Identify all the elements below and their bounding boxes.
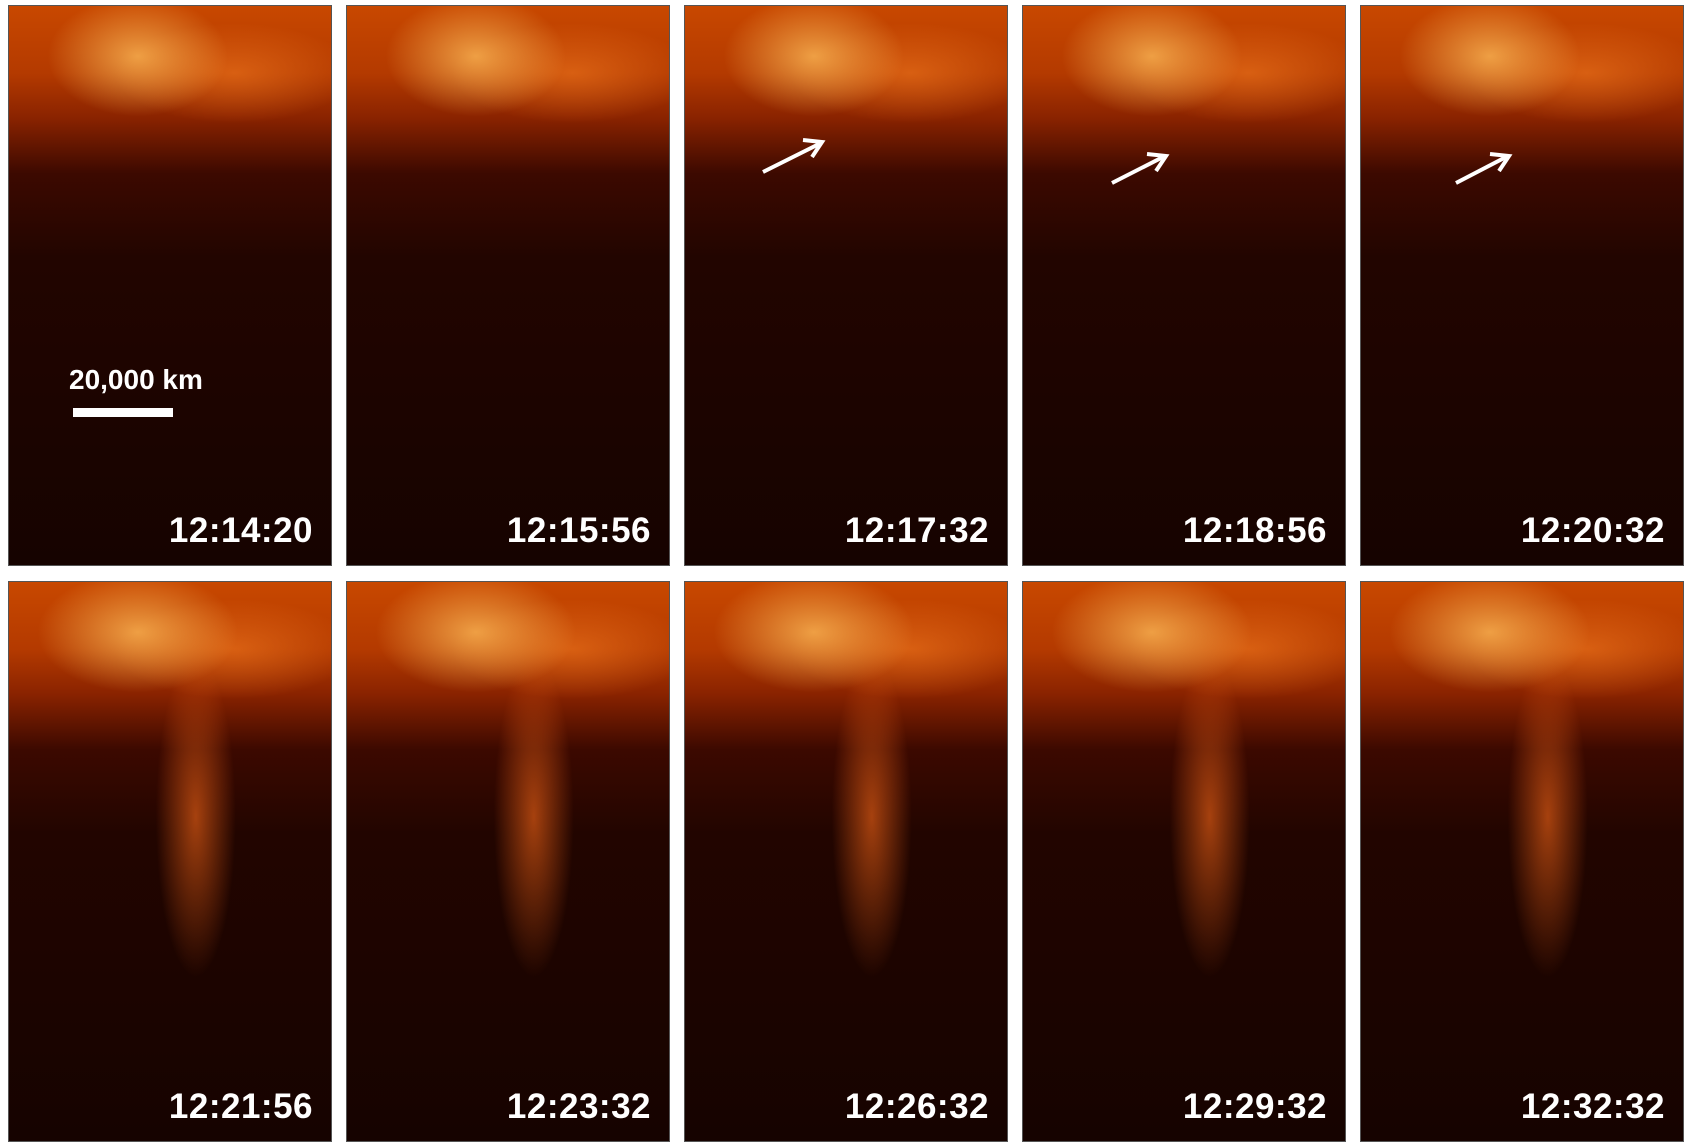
image-panel: 12:26:32	[684, 581, 1008, 1142]
figure: 20,000 km 12:14:20 12:15:56 12:17:32 12:…	[0, 0, 1684, 1142]
timestamp: 12:23:32	[507, 1087, 651, 1127]
image-panel: 12:29:32	[1022, 581, 1346, 1142]
timestamp: 12:15:56	[507, 511, 651, 551]
timestamp: 12:32:32	[1521, 1087, 1665, 1127]
image-panel: 12:23:32	[346, 581, 670, 1142]
image-panel: 20,000 km 12:14:20	[8, 5, 332, 566]
scale-bar-label: 20,000 km	[69, 364, 203, 396]
image-panel: 12:20:32	[1360, 5, 1684, 566]
image-panel: 12:17:32	[684, 5, 1008, 566]
image-panel: 12:32:32	[1360, 581, 1684, 1142]
timestamp: 12:17:32	[845, 511, 989, 551]
image-panel: 12:21:56	[8, 581, 332, 1142]
arrow	[1023, 6, 1346, 306]
arrow	[685, 6, 1008, 306]
timestamp: 12:26:32	[845, 1087, 989, 1127]
arrow	[1361, 6, 1684, 306]
timestamp: 12:20:32	[1521, 511, 1665, 551]
timestamp: 12:21:56	[169, 1087, 313, 1127]
scale-bar	[73, 408, 173, 417]
image-panel: 12:15:56	[346, 5, 670, 566]
timestamp: 12:18:56	[1183, 511, 1327, 551]
image-panel: 12:18:56	[1022, 5, 1346, 566]
timestamp: 12:14:20	[169, 511, 313, 551]
timestamp: 12:29:32	[1183, 1087, 1327, 1127]
